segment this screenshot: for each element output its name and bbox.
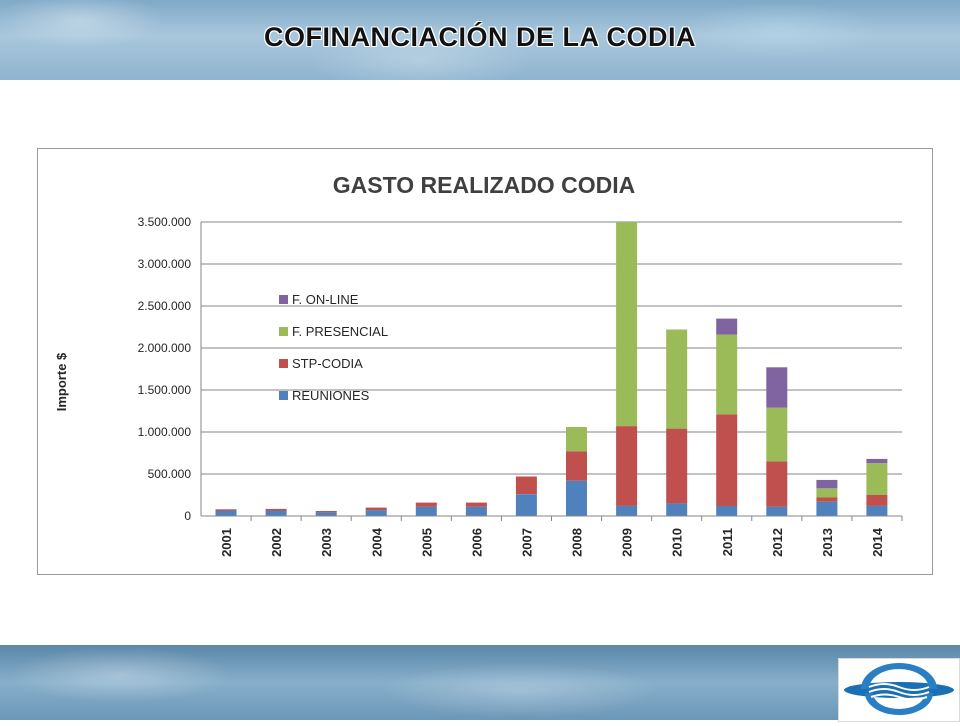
footer-water-band — [0, 645, 960, 720]
axes: 0 500.000 1.000.000 1.500.000 2.000.000 2.500… — [138, 215, 903, 557]
x-tick-label: 2010 — [670, 528, 685, 557]
bar-segment — [265, 508, 287, 511]
bar-segment — [666, 329, 688, 429]
bar-segment — [816, 479, 838, 489]
x-tick-label: 2014 — [870, 527, 885, 557]
bar-segment — [415, 502, 437, 507]
legend-swatch — [279, 359, 288, 368]
y-tick-label: 3.500.000 — [138, 215, 192, 229]
bar-segment — [716, 318, 738, 335]
bar-segment — [515, 494, 537, 516]
x-tick-label: 2002 — [269, 528, 284, 557]
y-axis-label: Importe $ — [54, 352, 69, 411]
y-tick-label: 1.000.000 — [138, 425, 192, 439]
legend-swatch — [279, 327, 288, 336]
bar-segment — [616, 505, 638, 516]
x-tick-label: 2009 — [620, 528, 635, 557]
bar-segment — [365, 510, 387, 516]
bar-segment — [716, 414, 738, 506]
y-tick-label: 2.000.000 — [138, 341, 192, 355]
bar-segment — [365, 507, 387, 511]
codia-logo — [838, 658, 960, 722]
y-tick-label: 500.000 — [148, 467, 192, 481]
bar-segment — [465, 506, 487, 516]
x-tick-label: 2006 — [469, 528, 484, 557]
x-tick-label: 2011 — [720, 528, 735, 556]
bar-segment — [566, 451, 587, 481]
legend-swatch — [279, 391, 288, 400]
legend-label: F. ON-LINE — [292, 292, 359, 307]
bar-segment — [716, 334, 738, 415]
x-tick-label: 2004 — [369, 527, 384, 557]
bar-segment — [816, 497, 838, 502]
bar-segment — [465, 502, 487, 507]
legend-label: F. PRESENCIAL — [292, 324, 388, 339]
stacked-bar-chart: GASTO REALIZADO CODIA Importe $ 0 500.000… — [54, 172, 903, 557]
x-tick-label: 2013 — [820, 528, 835, 557]
bar-segment — [866, 505, 888, 516]
x-tick-label: 2007 — [520, 528, 535, 557]
x-tick-label: 2008 — [570, 528, 585, 557]
legend: F. ON-LINE F. PRESENCIAL STP-CODIA REUNIONE… — [279, 292, 388, 403]
chart-title: GASTO REALIZADO CODIA — [333, 172, 635, 198]
bar-segment — [616, 426, 638, 506]
slide-title: COFINANCIACIÓN DE LA CODIA — [264, 22, 696, 52]
bar-segment — [315, 512, 337, 516]
header-water-band — [0, 0, 960, 80]
gridlines — [201, 221, 902, 475]
bar-segment — [315, 511, 337, 513]
bar-segment — [265, 510, 287, 516]
y-tick-label: 3.000.000 — [138, 257, 192, 271]
bar-segment — [816, 501, 838, 516]
bar-segment — [766, 367, 788, 408]
legend-swatch — [279, 295, 288, 304]
bar-segment — [866, 458, 888, 464]
bars — [215, 222, 888, 516]
bar-segment — [816, 488, 838, 498]
y-tick-label: 2.500.000 — [138, 299, 192, 313]
legend-label: REUNIONES — [292, 388, 370, 403]
bar-segment — [866, 463, 888, 495]
bar-segment — [866, 495, 888, 506]
bar-segment — [716, 505, 738, 516]
x-tick-label: 2001 — [219, 528, 234, 557]
legend-label: STP-CODIA — [292, 356, 363, 371]
bar-segment — [766, 461, 788, 507]
bar-segment — [566, 427, 587, 452]
bar-segment — [566, 480, 587, 516]
bar-segment — [666, 503, 688, 516]
bar-segment — [766, 506, 788, 516]
x-tick-label: 2012 — [770, 528, 785, 557]
bar-segment — [215, 509, 237, 511]
y-tick-label: 1.500.000 — [138, 383, 192, 397]
bar-segment — [415, 506, 437, 516]
x-tick-label: 2003 — [319, 528, 334, 557]
bar-segment — [616, 222, 638, 427]
bar-segment — [766, 407, 788, 462]
codia-logo-icon — [844, 663, 954, 715]
x-tick-label: 2005 — [419, 528, 434, 557]
bar-segment — [666, 428, 688, 504]
y-tick-label: 0 — [184, 509, 191, 523]
bar-segment — [515, 476, 537, 495]
bar-segment — [215, 510, 237, 516]
chart-frame: GASTO REALIZADO CODIA Importe $ 0 500.000… — [37, 148, 933, 575]
